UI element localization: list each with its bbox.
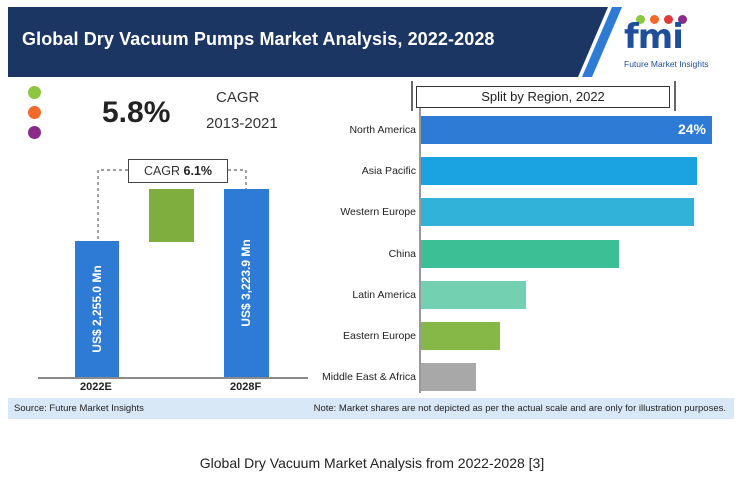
header-background [8,7,622,77]
historic-cagr-value: 5.8% [102,96,171,129]
forecast-cagr-value: 6.1% [183,164,213,178]
logo-subtitle: Future Market Insights [624,59,709,69]
forecast-bar-2028-label: 2028F [230,381,262,393]
bullet-dot-orange [28,106,41,119]
logo-dot-red [664,15,673,24]
region-bar [421,280,527,309]
logo-text: fmi [624,17,684,57]
region-label: Western Europe [340,206,416,219]
forecast-bar-2028 [224,189,269,377]
region-bar [421,198,694,227]
header-banner: Global Dry Vacuum Pumps Market Analysis,… [8,7,734,77]
logo-dot-purple [678,15,687,24]
region-label: North America [349,124,416,136]
region-bar-value: 24% [677,121,706,137]
page-title: Global Dry Vacuum Pumps Market Analysis,… [22,29,495,49]
footer-source: Source: Future Market Insights [14,403,144,414]
region-label: Middle East & Africa [322,371,416,384]
logo-dot-green [636,15,645,24]
fmi-logo: fmi Future Market Insights [622,13,730,73]
region-bar: 24% [421,116,712,144]
logo-dot-orange [650,15,659,24]
region-bar [421,363,476,392]
historic-cagr-label: CAGR [216,89,260,106]
infographic: Global Dry Vacuum Pumps Market Analysis,… [8,7,734,419]
region-label: Latin America [352,288,416,301]
forecast-bar-2022 [75,241,119,377]
region-bar [421,239,619,268]
connector-right [228,169,247,189]
region-label: Eastern Europe [343,330,416,342]
region-label: China [388,247,416,260]
region-chart-title: Split by Region, 2022 [416,86,670,108]
region-chart-decor [411,81,676,393]
region-bar [421,322,500,350]
region-bar [421,157,698,186]
figure-caption: Global Dry Vacuum Market Analysis from 2… [199,455,545,471]
forecast-cagr-label: CAGR [143,164,181,178]
forecast-chart [38,169,308,379]
forecast-bar-2022-label: 2022E [80,381,112,393]
forecast-cagr-box: CAGR 6.1% [128,159,228,183]
connector-left [97,169,128,239]
bullet-dot-green [28,86,41,99]
historic-cagr-period: 2013-2021 [206,115,278,132]
bullet-dot-purple [28,126,41,139]
growth-block [149,189,194,242]
region-label: Asia Pacific [361,165,416,178]
footer: Source: Future Market Insights Note: Mar… [8,398,734,419]
footer-note: Note: Market shares are not depicted as … [313,403,726,414]
